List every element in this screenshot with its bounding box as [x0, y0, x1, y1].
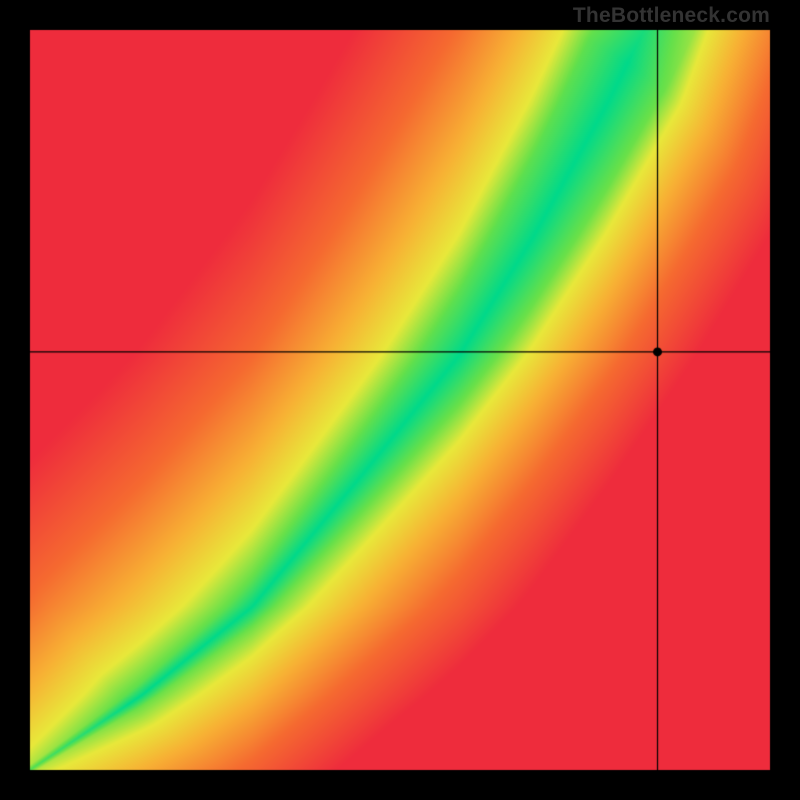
watermark-text: TheBottleneck.com: [573, 4, 770, 28]
bottleneck-heatmap: [0, 0, 800, 800]
